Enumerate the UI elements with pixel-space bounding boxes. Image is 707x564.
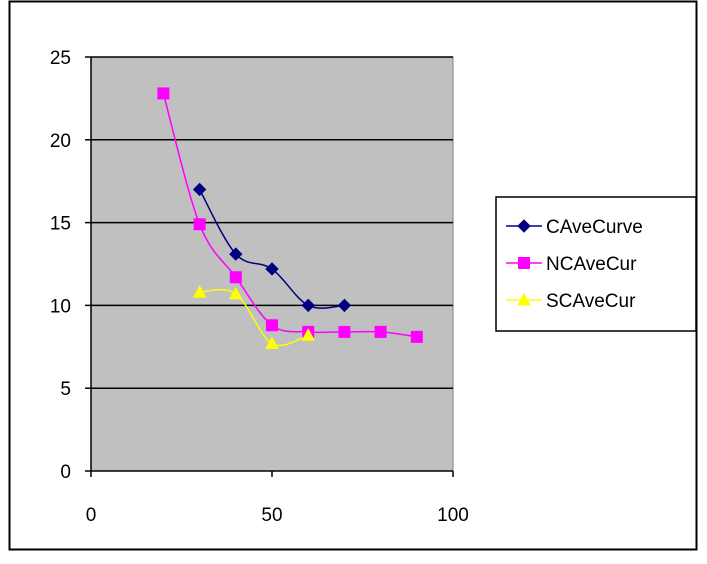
x-tick-label: 50 [261,505,282,526]
legend-label: NCAveCur [546,254,637,275]
data-point-ncavecur [374,325,387,338]
data-point-ncavecur [266,319,278,332]
data-point-ncavecur [229,271,242,284]
axes: 0 5 10 15 20 25 0 50 100 [50,48,469,526]
y-tick-label: 15 [50,214,71,235]
data-point-ncavecur [193,218,206,231]
y-tick-label: 0 [60,462,71,483]
data-point-cavecurve [192,182,207,197]
data-point-scavecur [228,286,243,300]
data-point-ncavecur [338,325,351,338]
x-tick-label: 100 [437,505,469,526]
data-point-scavecur [265,336,279,349]
y-tick-label: 25 [50,48,71,69]
legend-marker-cavecurve [517,219,531,233]
legend-label: SCAveCur [546,291,636,312]
data-point-cavecurve [301,298,315,313]
gridlines [91,56,453,389]
legend-label: CAveCurve [546,217,643,238]
data-point-scavecur [192,285,207,298]
legend-marker-scavecur [517,292,531,306]
y-tick-label: 5 [60,379,71,400]
y-tick-label: 10 [50,296,71,317]
series-line-scavecur [199,288,309,347]
data-point-ncavecur [157,87,170,100]
data-point-cavecurve [229,247,243,261]
y-tick-label: 20 [50,131,71,152]
x-tick-label: 0 [86,505,97,526]
data-point-cavecurve [337,298,352,313]
series-markers [157,87,423,349]
legend-marker-ncavecur [518,257,530,269]
data-point-ncavecur [410,330,423,343]
legend: CAveCurve NCAveCur SCAveCur [495,196,697,332]
data-point-scavecur [301,328,316,341]
data-point-cavecurve [265,262,279,276]
